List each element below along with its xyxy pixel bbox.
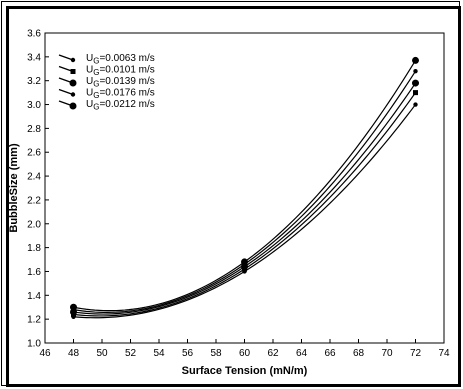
series-5-point xyxy=(70,303,77,311)
legend-label: =0.0139 m/s xyxy=(99,76,154,87)
legend-symbol: U xyxy=(86,88,93,99)
y-tick-label: 2.2 xyxy=(27,195,41,206)
legend-symbol: U xyxy=(86,76,93,87)
legend-marker xyxy=(70,92,76,97)
y-tick-label: 1.2 xyxy=(27,315,41,326)
legend-marker xyxy=(69,79,77,87)
series-line-3 xyxy=(73,82,416,315)
x-tick-label: 46 xyxy=(39,348,51,359)
legend-subscript: G xyxy=(93,68,99,77)
y-tick-label: 2.6 xyxy=(27,148,41,159)
y-tick-label: 1.4 xyxy=(27,291,41,302)
x-tick-label: 64 xyxy=(296,348,308,359)
legend-marker xyxy=(70,57,76,63)
legend-entry-1: UG=0.0063 m/s xyxy=(86,53,155,66)
legend-entry-4: UG=0.0176 m/s xyxy=(86,88,155,101)
legend-marker xyxy=(70,69,76,74)
y-tick-label: 1.8 xyxy=(27,243,41,254)
legend-entry-5: UG=0.0212 m/s xyxy=(86,99,155,112)
series-1-point xyxy=(413,102,418,107)
x-tick-label: 60 xyxy=(239,348,251,359)
legend-subscript: G xyxy=(93,91,99,100)
series-2-point xyxy=(413,90,418,96)
y-tick-label: 3.6 xyxy=(27,29,41,40)
legend-label: =0.0063 m/s xyxy=(99,53,154,64)
x-tick-label: 58 xyxy=(210,348,222,359)
x-tick-label: 72 xyxy=(410,348,422,359)
legend-entry-3: UG=0.0139 m/s xyxy=(86,76,155,89)
legend-line-sample xyxy=(58,54,74,61)
series-5-point xyxy=(412,56,419,64)
y-tick-label: 3.2 xyxy=(27,76,41,87)
legend-symbol: U xyxy=(86,53,93,64)
legend-entry-2: UG=0.0101 m/s xyxy=(86,65,155,78)
y-tick-label: 1.6 xyxy=(27,267,41,278)
y-tick-label: 2.8 xyxy=(27,124,41,135)
x-tick-label: 48 xyxy=(68,348,80,359)
x-tick-label: 54 xyxy=(153,348,165,359)
y-tick-label: 2.0 xyxy=(27,219,41,230)
x-tick-label: 62 xyxy=(267,348,279,359)
legend-symbol: U xyxy=(86,99,93,110)
x-tick-label: 70 xyxy=(381,348,393,359)
legend-label: =0.0101 m/s xyxy=(99,65,154,76)
legend-subscript: G xyxy=(93,103,99,112)
inner-frame xyxy=(6,6,461,387)
series-4-point xyxy=(413,68,418,74)
x-tick-label: 52 xyxy=(125,348,137,359)
legend-subscript: G xyxy=(93,80,99,89)
x-tick-label: 66 xyxy=(324,348,336,359)
legend-label: =0.0212 m/s xyxy=(99,99,154,110)
x-tick-label: 50 xyxy=(96,348,108,359)
legend-symbol: U xyxy=(86,65,93,76)
x-tick-label: 56 xyxy=(182,348,194,359)
x-tick-label: 74 xyxy=(438,348,450,359)
x-axis-title: Surface Tension (mN/m) xyxy=(182,365,308,377)
legend-label: =0.0176 m/s xyxy=(99,88,154,99)
legend-line-sample xyxy=(58,88,74,96)
series-3-point xyxy=(412,79,419,87)
legend-marker xyxy=(69,102,77,110)
series-line-2 xyxy=(73,92,416,317)
x-tick-label: 68 xyxy=(353,348,365,359)
legend-subscript: G xyxy=(93,57,99,66)
y-tick-label: 2.4 xyxy=(27,172,41,183)
series-5-point xyxy=(241,258,248,266)
y-axis-title: BubbleSize (mm) xyxy=(8,143,20,233)
y-tick-label: 3.4 xyxy=(27,52,41,63)
y-tick-label: 1.0 xyxy=(27,339,41,350)
y-tick-label: 3.0 xyxy=(27,100,41,111)
